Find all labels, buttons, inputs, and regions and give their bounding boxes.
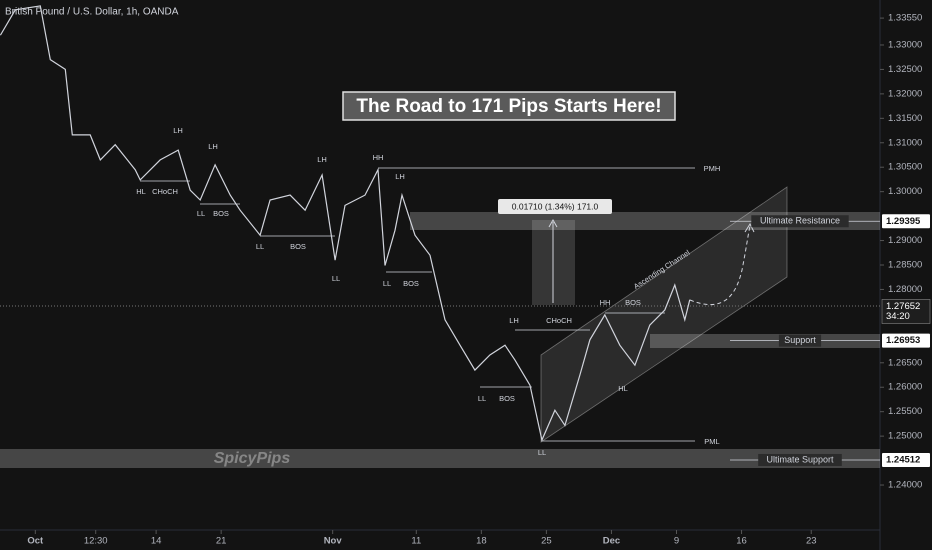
price-line	[0, 5, 691, 442]
ultimate-support-zone	[0, 449, 880, 468]
level-name-bg	[758, 453, 842, 466]
level-name: Ultimate Support	[766, 454, 834, 464]
annotation: HH	[600, 298, 611, 307]
y-tick-label: 1.33000	[888, 39, 922, 50]
annotation: BOS	[499, 394, 515, 403]
level-name-bg	[778, 334, 822, 347]
structure-lines	[140, 167, 695, 442]
x-tick-label: 18	[476, 536, 487, 547]
annotation: PMH	[704, 164, 721, 173]
last-price: 1.27652	[886, 301, 920, 312]
level-price: 1.29395	[886, 216, 921, 227]
annotation: BOS	[625, 298, 641, 307]
y-tick-label: 1.32500	[888, 64, 922, 75]
y-tick-label: 1.31000	[888, 137, 922, 148]
channel	[540, 186, 788, 443]
x-tick-label: Nov	[324, 536, 343, 547]
level-price: 1.24512	[886, 455, 920, 466]
y-tick-label: 1.29000	[888, 235, 922, 246]
measure-label-box	[498, 199, 612, 214]
annotation: LH	[173, 126, 183, 135]
watermark: SpicyPips	[214, 450, 291, 467]
x-tick-label: 12:30	[84, 536, 108, 547]
y-tick-label: 1.24000	[888, 480, 922, 491]
annotation: LH	[317, 155, 327, 164]
annotation: LL	[256, 242, 264, 251]
annotation: LL	[538, 448, 546, 457]
annotation: BOS	[403, 279, 419, 288]
y-tick-label: 1.33550	[888, 13, 922, 24]
annotation: HL	[136, 187, 146, 196]
level-price-box	[882, 333, 930, 348]
x-tick-label: Dec	[603, 536, 620, 547]
y-tick-label: 1.25000	[888, 431, 922, 442]
x-tick-label: 16	[736, 536, 747, 547]
x-tick-label: 25	[541, 536, 552, 547]
y-tick-label: 1.32000	[888, 88, 922, 99]
level-name: Support	[784, 335, 816, 345]
level-price-box	[882, 214, 930, 229]
level-name-bg	[751, 215, 849, 228]
annotation: CHoCH	[152, 187, 178, 196]
annotation: BOS	[213, 209, 229, 218]
symbol-legend: British Pound / U.S. Dollar, 1h, OANDA	[5, 7, 179, 18]
annotation: PML	[704, 437, 719, 446]
annotation: LH	[395, 172, 405, 181]
measure-label: 0.01710 (1.34%) 171.0	[512, 201, 599, 211]
annotation: LL	[332, 274, 340, 283]
y-tick-label: 1.30000	[888, 186, 922, 197]
annotation: LH	[208, 142, 218, 151]
y-tick-label: 1.28000	[888, 284, 922, 295]
y-tick-label: 1.31500	[888, 113, 922, 124]
annotation: BOS	[290, 242, 306, 251]
annotation: LL	[197, 209, 205, 218]
y-tick-label: 1.28500	[888, 260, 922, 271]
x-tick-label: 23	[806, 536, 817, 547]
countdown: 34:20	[886, 311, 910, 322]
projection-arrowhead	[744, 222, 755, 233]
x-tick-label: Oct	[27, 536, 44, 547]
y-tick-label: 1.26500	[888, 357, 922, 368]
x-tick-label: 21	[216, 536, 227, 547]
title-box	[342, 91, 676, 121]
annotation: CHoCH	[546, 316, 572, 325]
chart-title: The Road to 171 Pips Starts Here!	[356, 96, 661, 117]
measure-arrowhead	[548, 218, 558, 228]
y-tick-label: 1.25500	[888, 406, 922, 417]
annotation: LL	[383, 279, 391, 288]
level-name: Ultimate Resistance	[760, 216, 840, 226]
annotation: LL	[478, 394, 486, 403]
level-price: 1.26953	[886, 335, 920, 346]
x-tick-label: 9	[674, 536, 679, 547]
annotation: HH	[373, 153, 384, 162]
annotation: LH	[509, 316, 519, 325]
last-price-box	[881, 299, 931, 324]
annotation: HL	[618, 384, 628, 393]
projection	[689, 225, 751, 305]
level-price-box	[882, 452, 930, 467]
x-tick-label: 11	[411, 536, 421, 547]
y-tick-label: 1.26000	[888, 382, 922, 393]
plot	[0, 5, 691, 442]
y-tick-label: 1.30500	[888, 162, 922, 173]
x-tick-label: 14	[151, 536, 162, 547]
